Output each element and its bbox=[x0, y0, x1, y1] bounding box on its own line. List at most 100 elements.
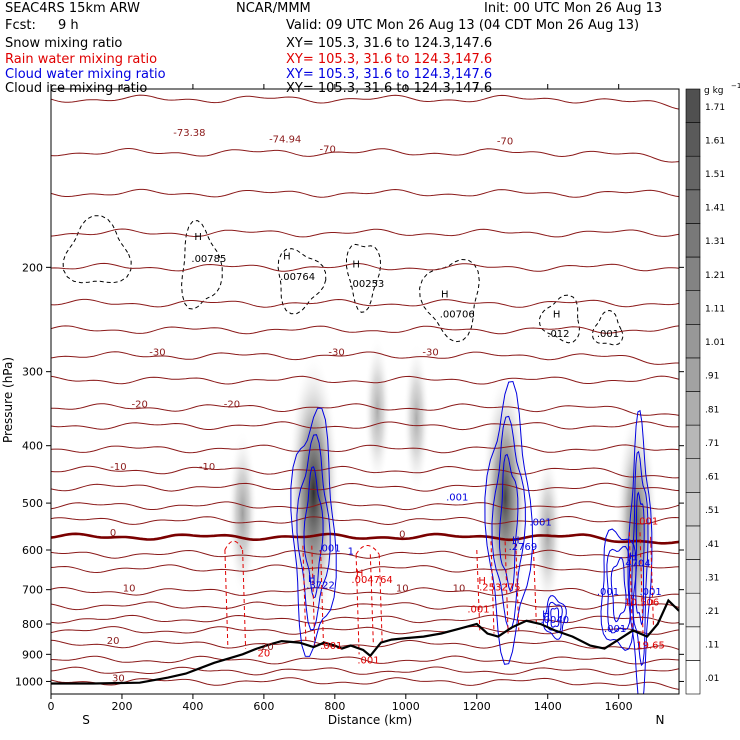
contour-label-11: 0 bbox=[110, 528, 116, 539]
isotherm-minor-8 bbox=[51, 482, 679, 492]
isotherm-minor-9 bbox=[51, 501, 679, 511]
rain-water-contour-5 bbox=[355, 554, 360, 655]
contour-label-8: -20 bbox=[224, 400, 240, 411]
contour-label-12: 0 bbox=[399, 530, 405, 541]
field-xy-rain: XY= 105.3, 31.6 to 124.3,147.6 bbox=[286, 52, 493, 67]
isotherm-minor-1 bbox=[51, 228, 679, 238]
contour-label-50: .001 bbox=[467, 605, 489, 616]
contour-label-19: H bbox=[194, 232, 202, 243]
contour-label-26: .00706 bbox=[440, 310, 475, 321]
contour-label-46: H bbox=[356, 569, 364, 580]
colorbar-swatch-11 bbox=[685, 290, 701, 325]
contour-label-7: -20 bbox=[132, 400, 148, 411]
colorbar-label-17: 1.71 bbox=[705, 103, 725, 113]
contour-label-44: .001 bbox=[604, 624, 626, 635]
y-tick-label-8: 1000 bbox=[15, 675, 43, 688]
isotherm-minor-15 bbox=[51, 625, 679, 635]
cloud-water-contour-3-0 bbox=[542, 595, 567, 640]
x-tick-label-5: 1000 bbox=[392, 700, 420, 713]
rain-water-contour-1 bbox=[242, 549, 247, 649]
isotherm-5 bbox=[51, 532, 679, 545]
contour-label-55: 20 bbox=[258, 649, 271, 660]
contour-label-22: .00764 bbox=[280, 272, 315, 283]
rain-water-contour-6 bbox=[369, 554, 374, 643]
contour-label-6: -30 bbox=[422, 348, 438, 359]
contour-label-32: .001 bbox=[318, 544, 340, 555]
isotherm-minor-0 bbox=[51, 188, 679, 198]
cloud-water-contour-1-2 bbox=[498, 453, 519, 593]
y-tick-label-5: 700 bbox=[22, 584, 43, 597]
cloud-ice-contour-5 bbox=[538, 294, 580, 344]
organization: NCAR/MMM bbox=[236, 1, 311, 16]
contour-label-5: -30 bbox=[328, 348, 344, 359]
y-tick-label-7: 900 bbox=[22, 648, 43, 661]
rain-water-contour-15 bbox=[650, 536, 655, 631]
isotherm-minor-3 bbox=[51, 298, 679, 308]
model-name: SEAC4RS 15km ARW bbox=[5, 1, 141, 16]
rain-water-contours bbox=[224, 532, 655, 655]
contour-label-51: 10.506 bbox=[624, 598, 659, 609]
colorbar-label-15: 1.51 bbox=[705, 170, 725, 180]
cloud-water-contours bbox=[290, 380, 653, 694]
contour-label-13: 10 bbox=[123, 584, 136, 595]
x-tick-label-0: 0 bbox=[48, 700, 55, 713]
colorbar-swatch-14 bbox=[685, 189, 701, 224]
colorbar-swatch-16 bbox=[685, 122, 701, 157]
y-tick-label-1: 300 bbox=[22, 366, 43, 379]
terrain-layer bbox=[51, 598, 679, 685]
y-tick-label-4: 600 bbox=[22, 544, 43, 557]
cloud-ice-contour-6 bbox=[591, 309, 624, 346]
cloud-water-contour-4-1 bbox=[606, 545, 631, 634]
cloud-ice-contours bbox=[62, 215, 624, 346]
y-tick-label-3: 500 bbox=[22, 497, 43, 510]
contour-label-28: .012 bbox=[547, 329, 569, 340]
cloud-water-contour-3-2 bbox=[550, 607, 560, 628]
cloud-water-contour-0-1 bbox=[296, 434, 331, 631]
contour-label-21: H bbox=[283, 252, 291, 263]
colorbar-swatch-2 bbox=[685, 592, 701, 628]
cloud-ice-contour-3 bbox=[346, 243, 382, 313]
cloud-water-contour-1-0 bbox=[484, 380, 534, 665]
snow-core-5 bbox=[403, 342, 430, 495]
contour-label-49: .253275 bbox=[479, 582, 520, 593]
snow-core-4 bbox=[364, 335, 391, 488]
isotherm-8 bbox=[51, 677, 679, 690]
rain-water-contour-2 bbox=[302, 545, 307, 643]
rain-water-contour-0 bbox=[224, 549, 229, 649]
isotherm-minor-11 bbox=[51, 549, 679, 559]
colorbar-swatch-3 bbox=[685, 559, 701, 594]
rain-water-contour-9 bbox=[490, 541, 495, 634]
isotherm-minor-10 bbox=[51, 515, 679, 526]
x-tick-label-7: 1400 bbox=[534, 700, 562, 713]
contour-label-15: 10 bbox=[453, 584, 466, 595]
colorbar-unit: g kg bbox=[704, 86, 724, 96]
colorbar-swatch-15 bbox=[685, 155, 701, 191]
rain-water-contour-14 bbox=[639, 532, 644, 634]
contour-label-39: .3722 bbox=[306, 581, 335, 592]
colorbar-swatch-9 bbox=[685, 357, 701, 392]
x-tick-label-4: 800 bbox=[324, 700, 345, 713]
x-tick-label-2: 400 bbox=[182, 700, 203, 713]
contour-label-53: .001 bbox=[357, 655, 379, 666]
field-label-cloudwater: Cloud water mixing ratio bbox=[5, 67, 166, 82]
isotherm-4 bbox=[51, 465, 679, 479]
colorbar-swatch-17 bbox=[685, 88, 701, 123]
contour-label-33: 1 bbox=[348, 546, 354, 557]
temperature-contours bbox=[51, 94, 679, 690]
colorbar-label-0: .01 bbox=[705, 674, 719, 684]
field-label-rain: Rain water mixing ratio bbox=[5, 52, 158, 67]
rain-water-arc-1 bbox=[355, 545, 380, 555]
cloud-water-contour-1-1 bbox=[491, 415, 526, 631]
contour-label-30: .001 bbox=[446, 493, 468, 504]
contour-label-17: 20 bbox=[261, 642, 274, 653]
isotherm-minor-2 bbox=[51, 262, 679, 272]
x-axis-right-end-label: N bbox=[656, 713, 665, 727]
colorbar-swatch-7 bbox=[685, 424, 701, 460]
cloud-water-contour-4-2 bbox=[610, 557, 627, 623]
contour-label-14: 10 bbox=[396, 584, 409, 595]
snow-core-6 bbox=[533, 452, 562, 613]
colorbar-label-13: 1.31 bbox=[705, 237, 725, 247]
cloud-water-contour-2-1 bbox=[631, 450, 649, 667]
contour-label-48: H bbox=[478, 576, 486, 587]
